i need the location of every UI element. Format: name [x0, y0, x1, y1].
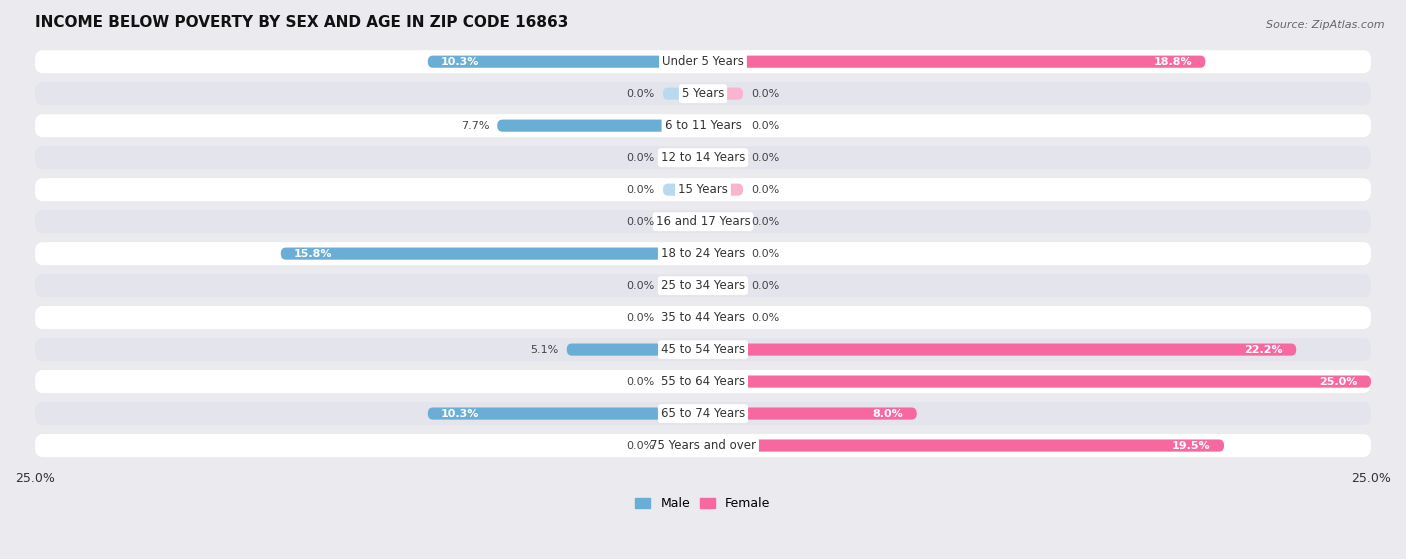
FancyBboxPatch shape — [703, 376, 1371, 387]
Text: 5.1%: 5.1% — [530, 344, 558, 354]
Text: 18 to 24 Years: 18 to 24 Years — [661, 247, 745, 260]
FancyBboxPatch shape — [35, 82, 1371, 105]
FancyBboxPatch shape — [427, 408, 703, 420]
FancyBboxPatch shape — [498, 120, 703, 132]
FancyBboxPatch shape — [703, 248, 744, 260]
FancyBboxPatch shape — [35, 50, 1371, 73]
FancyBboxPatch shape — [703, 55, 1205, 68]
FancyBboxPatch shape — [35, 242, 1371, 265]
Text: 5 Years: 5 Years — [682, 87, 724, 100]
Text: 22.2%: 22.2% — [1244, 344, 1282, 354]
Text: 18.8%: 18.8% — [1153, 56, 1192, 67]
FancyBboxPatch shape — [35, 210, 1371, 233]
Text: 0.0%: 0.0% — [627, 312, 655, 323]
Text: 19.5%: 19.5% — [1173, 440, 1211, 451]
FancyBboxPatch shape — [35, 370, 1371, 393]
Text: 16 and 17 Years: 16 and 17 Years — [655, 215, 751, 228]
FancyBboxPatch shape — [703, 280, 744, 292]
Text: 0.0%: 0.0% — [751, 121, 779, 131]
Text: 25 to 34 Years: 25 to 34 Years — [661, 279, 745, 292]
FancyBboxPatch shape — [662, 183, 703, 196]
FancyBboxPatch shape — [35, 114, 1371, 137]
Text: 0.0%: 0.0% — [751, 249, 779, 259]
Text: 8.0%: 8.0% — [873, 409, 904, 419]
Text: 0.0%: 0.0% — [627, 89, 655, 99]
Text: 10.3%: 10.3% — [441, 409, 479, 419]
FancyBboxPatch shape — [427, 55, 703, 68]
Text: 0.0%: 0.0% — [751, 153, 779, 163]
Text: 45 to 54 Years: 45 to 54 Years — [661, 343, 745, 356]
Text: 0.0%: 0.0% — [627, 440, 655, 451]
Text: 0.0%: 0.0% — [627, 184, 655, 195]
FancyBboxPatch shape — [35, 402, 1371, 425]
Text: 0.0%: 0.0% — [627, 377, 655, 387]
Text: 12 to 14 Years: 12 to 14 Years — [661, 151, 745, 164]
FancyBboxPatch shape — [703, 151, 744, 164]
Text: INCOME BELOW POVERTY BY SEX AND AGE IN ZIP CODE 16863: INCOME BELOW POVERTY BY SEX AND AGE IN Z… — [35, 15, 568, 30]
Text: 75 Years and over: 75 Years and over — [650, 439, 756, 452]
FancyBboxPatch shape — [703, 183, 744, 196]
Text: 15.8%: 15.8% — [294, 249, 333, 259]
Text: 0.0%: 0.0% — [751, 89, 779, 99]
Text: 65 to 74 Years: 65 to 74 Years — [661, 407, 745, 420]
Text: 0.0%: 0.0% — [627, 217, 655, 226]
Text: 15 Years: 15 Years — [678, 183, 728, 196]
Text: 7.7%: 7.7% — [461, 121, 489, 131]
FancyBboxPatch shape — [35, 146, 1371, 169]
FancyBboxPatch shape — [703, 120, 744, 132]
FancyBboxPatch shape — [703, 439, 1225, 452]
Text: Source: ZipAtlas.com: Source: ZipAtlas.com — [1267, 20, 1385, 30]
Legend: Male, Female: Male, Female — [630, 492, 776, 515]
Text: 0.0%: 0.0% — [751, 281, 779, 291]
Text: 10.3%: 10.3% — [441, 56, 479, 67]
Text: 35 to 44 Years: 35 to 44 Years — [661, 311, 745, 324]
Text: 0.0%: 0.0% — [751, 184, 779, 195]
Text: 0.0%: 0.0% — [751, 217, 779, 226]
FancyBboxPatch shape — [703, 344, 1296, 356]
FancyBboxPatch shape — [281, 248, 703, 260]
FancyBboxPatch shape — [662, 88, 703, 100]
Text: 6 to 11 Years: 6 to 11 Years — [665, 119, 741, 132]
FancyBboxPatch shape — [35, 178, 1371, 201]
Text: Under 5 Years: Under 5 Years — [662, 55, 744, 68]
Text: 0.0%: 0.0% — [627, 153, 655, 163]
FancyBboxPatch shape — [703, 216, 744, 228]
FancyBboxPatch shape — [662, 311, 703, 324]
FancyBboxPatch shape — [35, 338, 1371, 361]
FancyBboxPatch shape — [662, 439, 703, 452]
FancyBboxPatch shape — [35, 306, 1371, 329]
Text: 55 to 64 Years: 55 to 64 Years — [661, 375, 745, 388]
FancyBboxPatch shape — [662, 216, 703, 228]
FancyBboxPatch shape — [703, 88, 744, 100]
FancyBboxPatch shape — [703, 408, 917, 420]
FancyBboxPatch shape — [662, 280, 703, 292]
FancyBboxPatch shape — [662, 376, 703, 387]
Text: 0.0%: 0.0% — [751, 312, 779, 323]
FancyBboxPatch shape — [35, 434, 1371, 457]
FancyBboxPatch shape — [35, 274, 1371, 297]
FancyBboxPatch shape — [662, 151, 703, 164]
Text: 25.0%: 25.0% — [1319, 377, 1358, 387]
Text: 0.0%: 0.0% — [627, 281, 655, 291]
FancyBboxPatch shape — [703, 311, 744, 324]
FancyBboxPatch shape — [567, 344, 703, 356]
